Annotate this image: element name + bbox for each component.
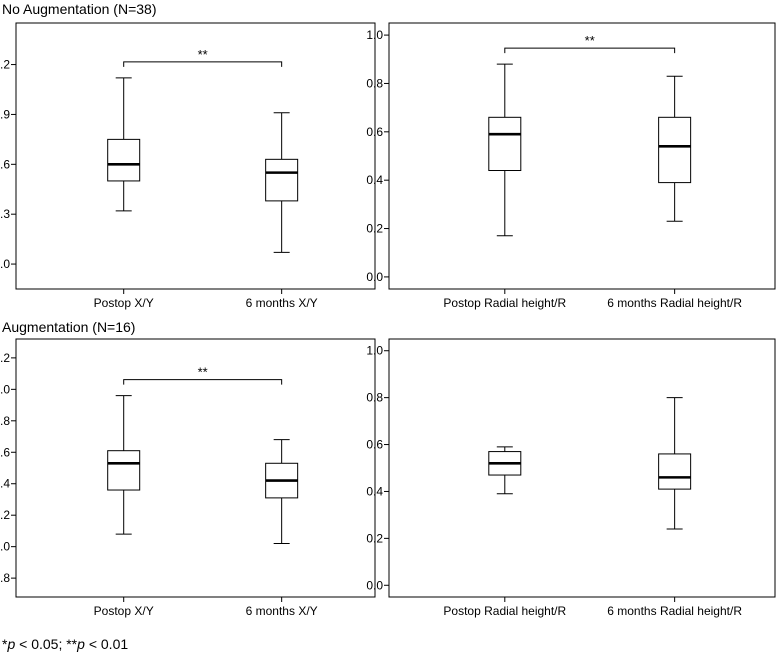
y-tick-label: 3.8 (0, 414, 10, 428)
iqr-box (265, 158, 299, 202)
y-tick-label: 0.4 (366, 484, 383, 498)
plot-frame (15, 338, 376, 598)
chart-bottom-right: 0.0 0.2 0.4 0.6 0.8 1.0 Postop Radial height/R… (366, 338, 776, 618)
plot-frame (15, 22, 376, 290)
x-category-label: Postop Radial height/R (443, 604, 566, 618)
y-tick-label: 3.0 (0, 540, 10, 554)
y-tick-label: 0.0 (366, 578, 383, 592)
significance-bracket: ** (123, 47, 283, 67)
box-6-months (265, 439, 299, 545)
figure-canvas: No Augmentation (N=38) Augmentation (N=1… (0, 1, 776, 618)
x-category-label: Postop X/Y (94, 296, 154, 310)
chart-top-left: 3.0 3.3 3.6 3.9 4.2 Postop X/Y 6 months X/Y ** (0, 22, 376, 310)
significance-footnote: *p < 0.05; **p < 0.01 (2, 636, 129, 652)
box-6-months (265, 112, 299, 253)
y-tick-label: 0.8 (366, 391, 383, 405)
significance-label: ** (585, 33, 595, 48)
x-category-label: Postop X/Y (94, 604, 154, 618)
y-tick-label: 0.2 (366, 222, 383, 236)
box-postop (488, 446, 522, 495)
significance-bracket: ** (504, 33, 676, 54)
chart-bottom-left: 2.8 3.0 3.2 3.4 3.6 3.8 4.0 4.2 Postop X/Y 6 mont… (0, 338, 376, 618)
iqr-box (658, 116, 692, 184)
iqr-box (658, 453, 692, 490)
box-6-months (658, 397, 692, 530)
y-tick-label: 0.2 (366, 531, 383, 545)
chart-top-right: 0.0 0.2 0.4 0.6 0.8 1.0 Postop Radial height/R… (366, 22, 776, 310)
significance-label: ** (198, 365, 208, 380)
y-tick-label: 3.0 (0, 257, 10, 271)
y-tick-label: 2.8 (0, 571, 10, 585)
x-category-label: 6 months X/Y (246, 604, 318, 618)
section-title-no-augmentation: No Augmentation (N=38) (2, 1, 156, 17)
significance-label: ** (198, 47, 208, 62)
x-category-label: 6 months Radial height/R (607, 296, 742, 310)
y-tick-label: 0.0 (366, 270, 383, 284)
box-postop (107, 395, 141, 535)
iqr-box (107, 450, 141, 491)
x-category-label: 6 months Radial height/R (607, 604, 742, 618)
box-postop (107, 77, 141, 212)
x-category-label: 6 months X/Y (246, 296, 318, 310)
y-tick-label: 0.6 (366, 438, 383, 452)
y-tick-label: 3.4 (0, 477, 10, 491)
x-category-label: Postop Radial height/R (443, 296, 566, 310)
y-tick-label: 1.0 (366, 344, 383, 358)
iqr-box (488, 116, 522, 172)
y-tick-label: 3.6 (0, 445, 10, 459)
bracket-line (123, 379, 283, 385)
bracket-line (504, 47, 676, 54)
y-tick-label: 4.2 (0, 351, 10, 365)
significance-bracket: ** (123, 365, 283, 385)
y-tick-label: 1.0 (366, 28, 383, 42)
section-title-augmentation: Augmentation (N=16) (2, 319, 135, 335)
y-tick-label: 3.9 (0, 107, 10, 121)
y-tick-label: 0.6 (366, 125, 383, 139)
box-6-months (658, 75, 692, 222)
plot-frame (388, 22, 776, 290)
y-tick-label: 3.3 (0, 207, 10, 221)
y-tick-label: 0.8 (366, 76, 383, 90)
plot-frame (388, 338, 776, 598)
bracket-line (123, 61, 283, 67)
y-tick-label: 3.2 (0, 508, 10, 522)
box-postop (488, 63, 522, 237)
y-tick-label: 4.0 (0, 382, 10, 396)
y-tick-label: 3.6 (0, 157, 10, 171)
y-tick-label: 4.2 (0, 58, 10, 72)
y-tick-label: 0.4 (366, 173, 383, 187)
iqr-box (107, 138, 141, 182)
